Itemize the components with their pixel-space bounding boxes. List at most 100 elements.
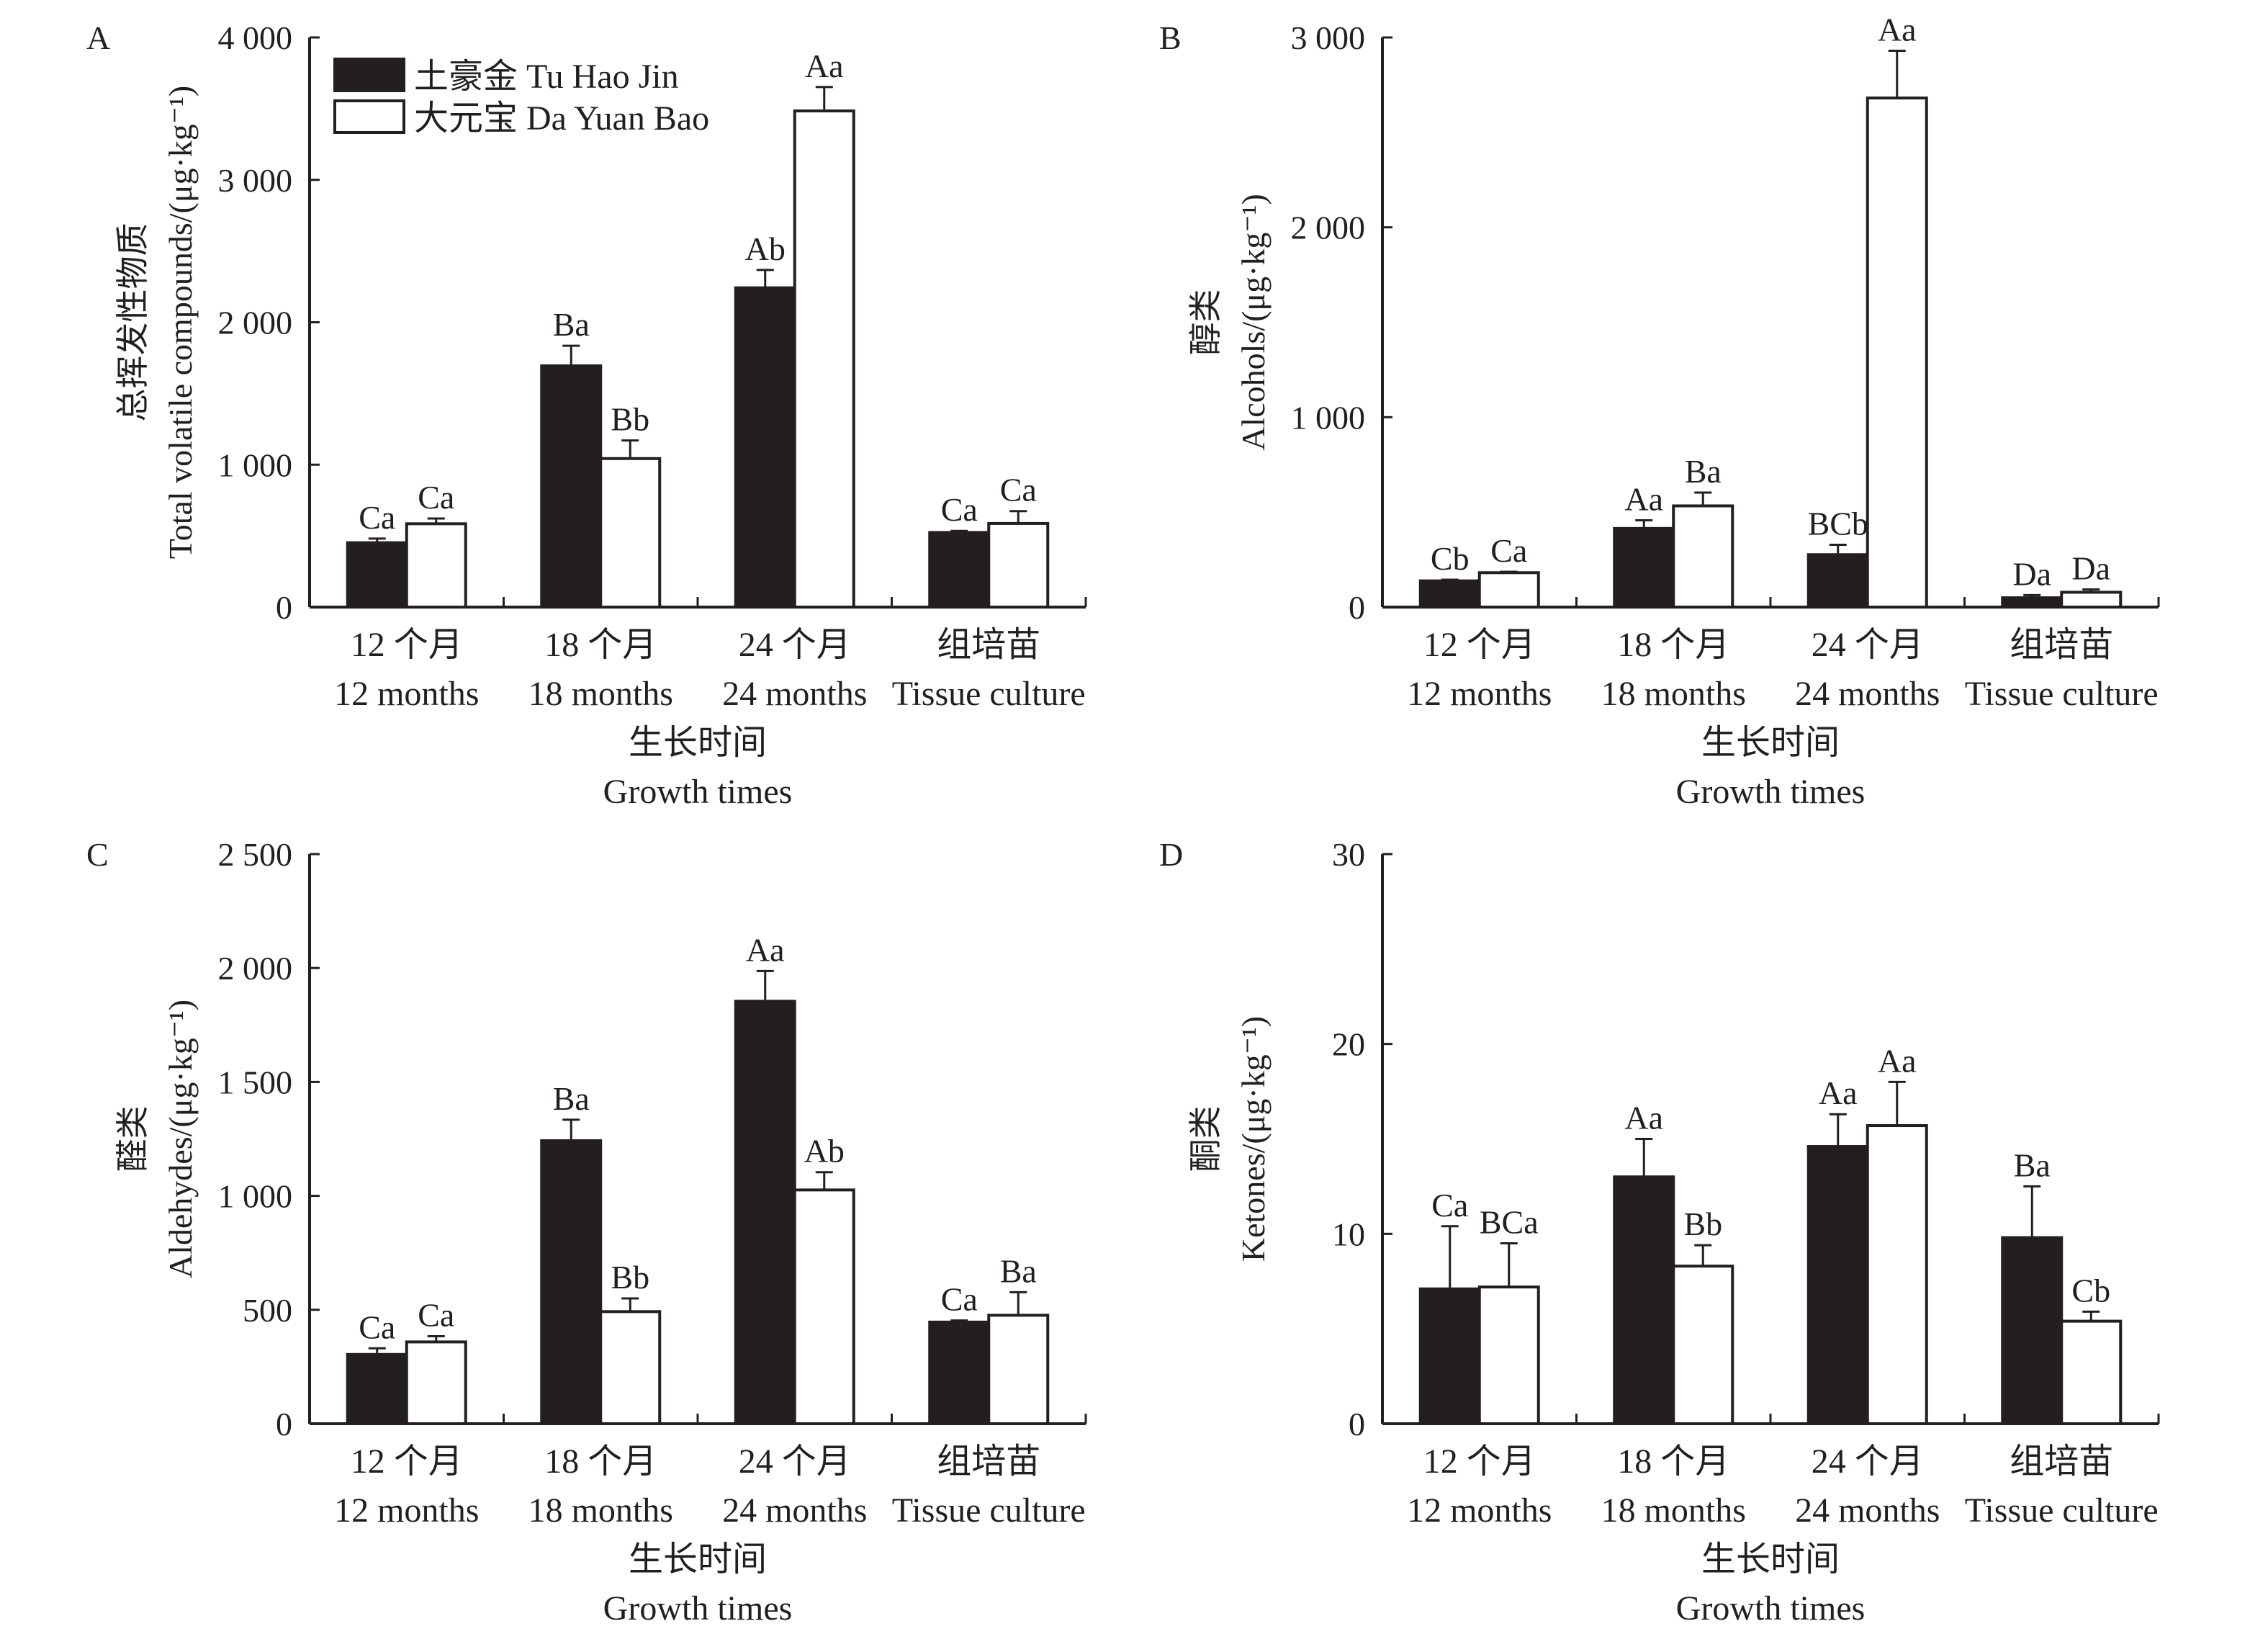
legend-swatch <box>333 99 405 134</box>
x-category-label-cn: 18 个月 <box>1617 1442 1729 1481</box>
y-tick-label: 500 <box>243 1292 292 1329</box>
panel-letter: C <box>86 836 109 873</box>
x-category-label-cn: 组培苗 <box>2010 1442 2113 1481</box>
significance-label: Aa <box>746 931 785 968</box>
bar-da-yuan-bao <box>1672 504 1734 609</box>
bar-tu-hao-jin <box>734 286 796 609</box>
y-tick-label: 0 <box>1349 1406 1365 1442</box>
significance-label: Bb <box>611 401 649 438</box>
y-tick-label: 1 000 <box>218 446 293 483</box>
panel-c: C 0 500 1 000 1 500 2 000 2 500 Ca Ba Aa Ca Ca Bb Ab B… <box>0 817 1134 1633</box>
chart-b: B 0 1 000 2 000 3 000 Cb Aa BCb Da Ca Ba Aa Da 12 个月 1… <box>1159 11 2160 811</box>
x-category-label-en: 24 months <box>1795 1491 1940 1530</box>
x-category-label-cn: 18 个月 <box>544 626 657 664</box>
panel-letter: D <box>1159 836 1183 873</box>
significance-label: Ba <box>1685 453 1722 490</box>
legend-label: 大元宝 Da Yuan Bao <box>414 99 709 138</box>
bar-da-yuan-bao <box>405 522 467 609</box>
bar-tu-hao-jin <box>1613 526 1675 609</box>
x-category-label-en: 18 months <box>528 675 673 713</box>
panel-d: D 0 10 20 30 Ca Aa Aa Ba BCa Bb Aa Cb 12 个月 12 months 1… <box>1073 817 2207 1633</box>
bar-da-yuan-bao <box>793 109 855 609</box>
panel-letter: A <box>86 19 110 56</box>
bar-da-yuan-bao <box>1477 1285 1540 1425</box>
x-category-label-en: 12 months <box>1407 1491 1552 1530</box>
bar-tu-hao-jin <box>346 1352 408 1425</box>
y-tick-label: 0 <box>1349 589 1365 626</box>
significance-label: Aa <box>1624 481 1663 518</box>
bar-da-yuan-bao <box>1866 96 1928 609</box>
bar-da-yuan-bao <box>2060 591 2123 609</box>
x-category-label-cn: 12 个月 <box>1423 1442 1536 1481</box>
significance-label: BCb <box>1808 506 1868 542</box>
y-axis-title: 酮类 Ketones/(μg·kg⁻¹) <box>1187 1016 1272 1262</box>
significance-label: Ab <box>804 1133 845 1170</box>
bar-da-yuan-bao <box>1672 1265 1734 1426</box>
x-category-label-cn: 12 个月 <box>351 1442 463 1481</box>
x-axis-title-en: Growth times <box>1676 773 1866 811</box>
y-tick-label: 1 500 <box>218 1064 293 1100</box>
y-tick-label: 0 <box>276 589 292 626</box>
y-tick-label: 1 000 <box>218 1178 293 1215</box>
y-tick-label: 4 000 <box>218 19 293 56</box>
bar-da-yuan-bao <box>1866 1124 1928 1425</box>
y-axis-title: 总挥发性物质 Total volatile compounds/(μg·kg⁻¹) <box>114 86 199 559</box>
x-category-label-en: 12 months <box>334 1491 479 1530</box>
bar-da-yuan-bao <box>405 1340 467 1426</box>
bar-tu-hao-jin <box>1613 1175 1675 1425</box>
y-tick-label: 0 <box>276 1406 292 1442</box>
y-axis-title-en: Ketones/(μg·kg⁻¹) <box>1235 1016 1272 1262</box>
y-tick-label: 3 000 <box>218 162 293 199</box>
significance-label: Ab <box>745 230 786 267</box>
bar-tu-hao-jin <box>346 541 408 609</box>
bar-tu-hao-jin <box>2001 1236 2064 1426</box>
y-tick-label: 2 000 <box>218 305 293 341</box>
y-tick-label: 2 000 <box>218 950 293 987</box>
significance-label: BCa <box>1480 1204 1539 1241</box>
significance-label: Ca <box>418 479 454 516</box>
significance-label: Ca <box>418 1297 454 1334</box>
bar-tu-hao-jin <box>928 531 991 609</box>
y-axis-title-cn: 总挥发性物质 <box>114 223 151 422</box>
panel-letter: B <box>1159 19 1182 56</box>
y-tick-label: 30 <box>1332 836 1365 873</box>
y-tick-label: 1 000 <box>1291 399 1366 436</box>
x-axis-title-cn: 生长时间 <box>1701 724 1840 762</box>
significance-label: Ca <box>941 1281 978 1318</box>
y-tick-label: 2 500 <box>218 836 293 873</box>
x-category-label-en: 18 months <box>1601 1491 1746 1530</box>
y-axis-title: 醇类 Alcohols/(μg·kg⁻¹) <box>1187 194 1272 451</box>
x-category-label-cn: 组培苗 <box>937 1442 1040 1481</box>
bar-da-yuan-bao <box>599 457 662 609</box>
significance-label: Aa <box>1878 1042 1917 1079</box>
x-category-label-cn: 12 个月 <box>351 626 463 664</box>
chart-c: C 0 500 1 000 1 500 2 000 2 500 Ca Ba Aa Ca Ca Bb Ab B… <box>86 836 1087 1628</box>
legend-label: 土豪金 Tu Hao Jin <box>414 58 679 96</box>
x-category-label-cn: 24 个月 <box>739 1442 851 1481</box>
significance-label: Bb <box>1683 1206 1722 1242</box>
significance-label: Ba <box>553 306 590 343</box>
panel-b: B 0 1 000 2 000 3 000 Cb Aa BCb Da Ca Ba Aa Da 12 个月 1… <box>1073 0 2207 817</box>
x-category-label-en: Tissue culture <box>892 1491 1086 1530</box>
bar-tu-hao-jin <box>734 1000 796 1425</box>
y-axis-title-en: Aldehydes/(μg·kg⁻¹) <box>162 1000 199 1278</box>
x-category-label-cn: 24 个月 <box>739 626 851 664</box>
x-axis-title-cn: 生长时间 <box>1701 1540 1840 1579</box>
significance-label: Ba <box>2014 1146 2051 1183</box>
y-tick-label: 2 000 <box>1291 210 1366 246</box>
significance-label: Cb <box>1431 540 1470 577</box>
x-category-label-en: 18 months <box>528 1491 673 1530</box>
y-tick-label: 10 <box>1332 1216 1365 1252</box>
bar-tu-hao-jin <box>540 1139 603 1425</box>
significance-label: Ca <box>1490 532 1527 569</box>
y-axis-title-en: Total volatile compounds/(μg·kg⁻¹) <box>162 86 199 559</box>
x-category-label-en: Tissue culture <box>892 675 1086 713</box>
significance-label: Ca <box>359 499 395 536</box>
y-tick-label: 20 <box>1332 1026 1365 1063</box>
chart-d: D 0 10 20 30 Ca Aa Aa Ba BCa Bb Aa Cb 12 个月 12 months 1… <box>1159 836 2160 1628</box>
x-category-label-en: 24 months <box>722 675 867 713</box>
bar-tu-hao-jin <box>1418 1287 1481 1426</box>
y-axis-title-cn: 醇类 <box>1187 289 1224 356</box>
y-tick-label: 3 000 <box>1291 19 1366 56</box>
y-axis-title-en: Alcohols/(μg·kg⁻¹) <box>1235 194 1272 451</box>
